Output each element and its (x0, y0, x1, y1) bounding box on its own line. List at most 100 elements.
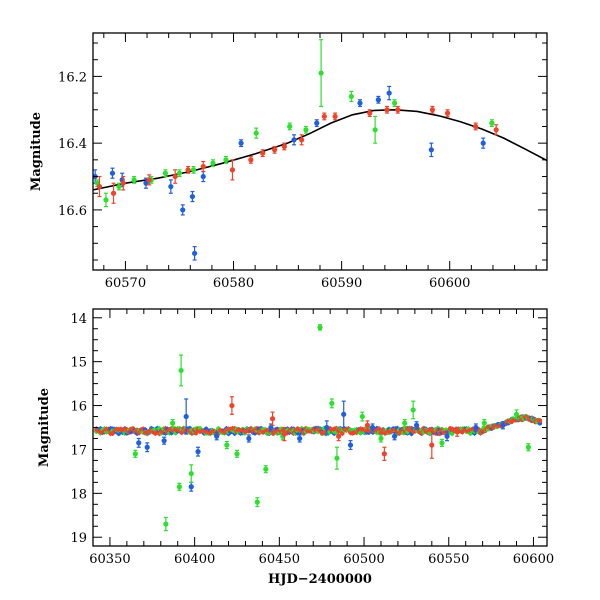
data-point (234, 451, 240, 457)
data-point (136, 440, 142, 446)
data-point (291, 137, 297, 143)
data-point (359, 413, 365, 420)
data-point (131, 177, 137, 183)
y-tick-label: 16.2 (58, 70, 87, 85)
x-tick-label: 60600 (513, 552, 554, 567)
x-tick-label: 60350 (89, 552, 130, 567)
data-point (229, 402, 235, 409)
data-point (318, 70, 324, 76)
data-point (269, 416, 276, 422)
data-point (489, 120, 495, 126)
data-point (500, 422, 506, 428)
data-point (176, 170, 183, 176)
x-tick-label: 60550 (428, 552, 469, 567)
top-panel-marks (93, 39, 547, 261)
data-point (444, 110, 451, 116)
data-point (103, 197, 109, 203)
data-point (172, 173, 178, 180)
baseline-point (193, 430, 199, 436)
data-point (287, 123, 293, 130)
data-point (185, 167, 191, 173)
top-panel-ticks: 60570 60580 60590 60600 16.2 16.4 16.6 (58, 33, 547, 291)
data-point (229, 167, 236, 173)
data-point (336, 433, 342, 439)
x-tick-label: 60500 (343, 552, 384, 567)
data-point (268, 424, 274, 431)
x-tick-label: 60570 (105, 276, 146, 291)
data-point (348, 93, 354, 100)
data-point (248, 157, 254, 163)
data-point (413, 422, 420, 428)
data-point (146, 177, 152, 183)
top-panel-y-axis-label: Magnitude (29, 112, 44, 191)
data-point (334, 455, 340, 461)
data-point (161, 438, 167, 444)
data-point (454, 429, 460, 435)
data-point (384, 107, 390, 113)
data-point (329, 400, 335, 406)
data-point (254, 499, 260, 505)
data-point (210, 160, 216, 166)
data-point (183, 413, 189, 420)
data-point (314, 120, 320, 126)
data-point (402, 420, 408, 426)
y-tick-label: 15 (70, 356, 87, 371)
data-point (224, 442, 230, 448)
y-tick-label: 16 (70, 400, 87, 415)
x-tick-label: 60590 (321, 276, 362, 291)
data-point (109, 170, 116, 176)
baseline-point (376, 426, 382, 432)
x-tick-label: 60580 (213, 276, 254, 291)
baseline-point (179, 430, 185, 435)
bottom-panel-y-axis-label: Magnitude (37, 388, 52, 467)
data-point (303, 127, 309, 133)
y-tick-label: 17 (70, 443, 87, 458)
data-point (178, 367, 184, 374)
data-point (180, 207, 186, 213)
y-tick-label: 16.4 (58, 137, 87, 152)
data-point (162, 170, 169, 176)
data-point (341, 411, 347, 417)
data-point (493, 127, 499, 133)
data-point (223, 157, 229, 163)
data-point (444, 433, 450, 439)
bottom-panel-x-axis-label: HJD−2400000 (268, 572, 372, 587)
data-point (238, 140, 244, 146)
data-point (297, 435, 303, 442)
data-point (378, 435, 384, 442)
data-point (299, 137, 305, 143)
data-point (367, 110, 373, 116)
data-point (144, 444, 150, 450)
data-point (200, 163, 206, 170)
x-tick-label: 60450 (259, 552, 300, 567)
data-point (439, 440, 445, 446)
x-tick-label: 60600 (429, 276, 470, 291)
data-point (163, 521, 169, 527)
data-point (428, 147, 434, 153)
data-point (190, 167, 197, 173)
data-point (253, 130, 259, 136)
data-point (364, 422, 371, 428)
top-panel: 60570 60580 60590 60600 16.2 16.4 16.6 Magnitu… (29, 32, 548, 291)
data-point (96, 183, 103, 190)
data-point (480, 140, 486, 146)
model-curve (93, 108, 547, 191)
data-point (324, 424, 330, 431)
data-point (332, 113, 338, 120)
data-point (386, 90, 392, 96)
data-point (429, 442, 435, 448)
data-point (260, 150, 266, 156)
data-point (188, 484, 194, 490)
data-point (170, 420, 176, 426)
data-point (473, 424, 479, 431)
data-point (246, 435, 252, 442)
data-point (132, 451, 138, 457)
data-point (168, 183, 174, 190)
plot-area (93, 39, 547, 261)
data-point (381, 451, 387, 457)
plot-area (94, 324, 543, 532)
top-panel-frame (92, 32, 548, 271)
data-point (176, 484, 182, 490)
data-point (281, 143, 287, 150)
